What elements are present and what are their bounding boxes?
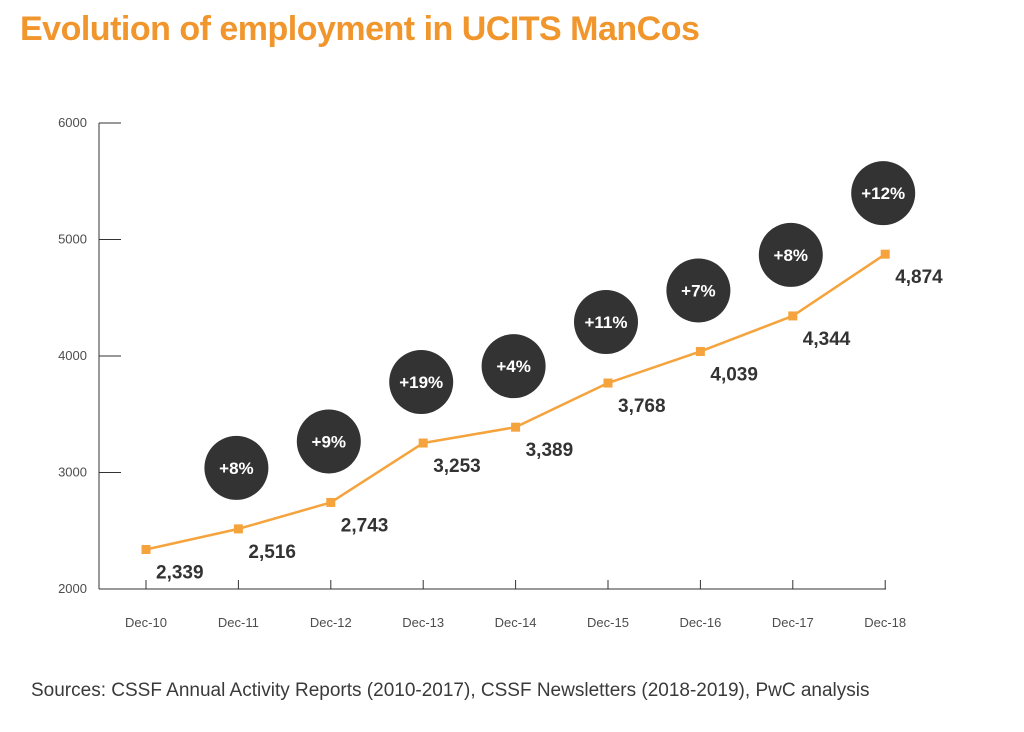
data-point-marker (603, 378, 613, 388)
growth-bubble-circle (389, 350, 454, 415)
growth-bubble: +19% (389, 350, 454, 415)
data-point-marker (326, 497, 336, 507)
data-label: 2,339 (156, 563, 204, 584)
growth-bubble: +12% (851, 161, 916, 226)
x-tick-label: Dec-15 (587, 615, 629, 630)
markers-layer (141, 249, 890, 555)
series-line (145, 253, 886, 551)
growth-bubble-circle (204, 435, 269, 500)
y-tick-label: 6000 (58, 115, 87, 130)
x-tick-label: Dec-14 (495, 615, 537, 630)
data-point-marker (141, 545, 151, 555)
y-tick-label: 4000 (58, 348, 87, 363)
y-tick-label: 2000 (58, 581, 87, 596)
growth-bubble: +11% (574, 290, 638, 355)
data-labels-layer: 2,339 2,516 2,743 3,253 3,389 3,768 4,039 4,344… (156, 267, 943, 583)
data-label: 3,768 (618, 396, 666, 417)
growth-bubble: +8% (204, 435, 269, 500)
growth-label: +9% (312, 432, 347, 451)
growth-label: +4% (496, 357, 531, 376)
x-tick-label: Dec-13 (402, 615, 444, 630)
data-label: 3,253 (433, 456, 481, 477)
growth-bubble-circle (481, 334, 546, 399)
data-point-marker (880, 249, 890, 259)
growth-bubble: +8% (758, 222, 823, 287)
series-line-layer (145, 253, 886, 551)
growth-bubble-circle (296, 409, 361, 474)
growth-bubble-circle (758, 222, 823, 287)
data-label: 2,516 (248, 542, 296, 563)
x-tick-label: Dec-18 (864, 615, 906, 630)
x-tick-label: Dec-17 (772, 615, 814, 630)
data-point-marker (511, 422, 521, 432)
x-tick-label: Dec-11 (218, 615, 259, 630)
growth-label: +7% (681, 281, 716, 300)
data-label: 4,039 (710, 364, 758, 385)
x-tick-label: Dec-16 (679, 615, 721, 630)
data-label: 4,344 (803, 329, 851, 350)
growth-label: +8% (774, 246, 809, 265)
growth-bubble-circle (574, 290, 638, 355)
data-point-marker (418, 438, 428, 448)
data-label: 3,389 (526, 440, 574, 461)
x-tick-label: Dec-10 (125, 615, 167, 630)
growth-bubble-circle (666, 258, 731, 323)
axes: 2000 3000 4000 5000 6000 Dec-10 Dec-11 Dec-12 De… (58, 115, 906, 630)
growth-label: +12% (861, 184, 905, 203)
data-point-marker (695, 346, 705, 356)
growth-label: +11% (584, 313, 627, 332)
growth-label: +19% (399, 373, 443, 392)
y-tick-label: 3000 (58, 465, 87, 480)
data-point-marker (233, 524, 243, 534)
growth-bubbles-layer: +8% +9% +19% +4% +11% +7% +8% +12% (204, 161, 916, 500)
data-label: 4,874 (895, 267, 943, 288)
y-tick-label: 5000 (58, 232, 87, 247)
growth-label: +8% (219, 459, 254, 478)
data-point-marker (788, 311, 798, 321)
data-label: 2,743 (341, 515, 389, 536)
growth-bubble: +4% (481, 334, 546, 399)
line-chart: 2000 3000 4000 5000 6000 Dec-10 Dec-11 Dec-12 De… (58, 115, 943, 630)
growth-bubble-circle (851, 161, 916, 226)
chart-title: Evolution of employment in UCITS ManCos (20, 10, 700, 48)
x-tick-label: Dec-12 (310, 615, 352, 630)
source-note: Sources: CSSF Annual Activity Reports (2… (31, 680, 870, 701)
growth-bubble: +7% (666, 258, 731, 323)
growth-bubble: +9% (296, 409, 361, 474)
